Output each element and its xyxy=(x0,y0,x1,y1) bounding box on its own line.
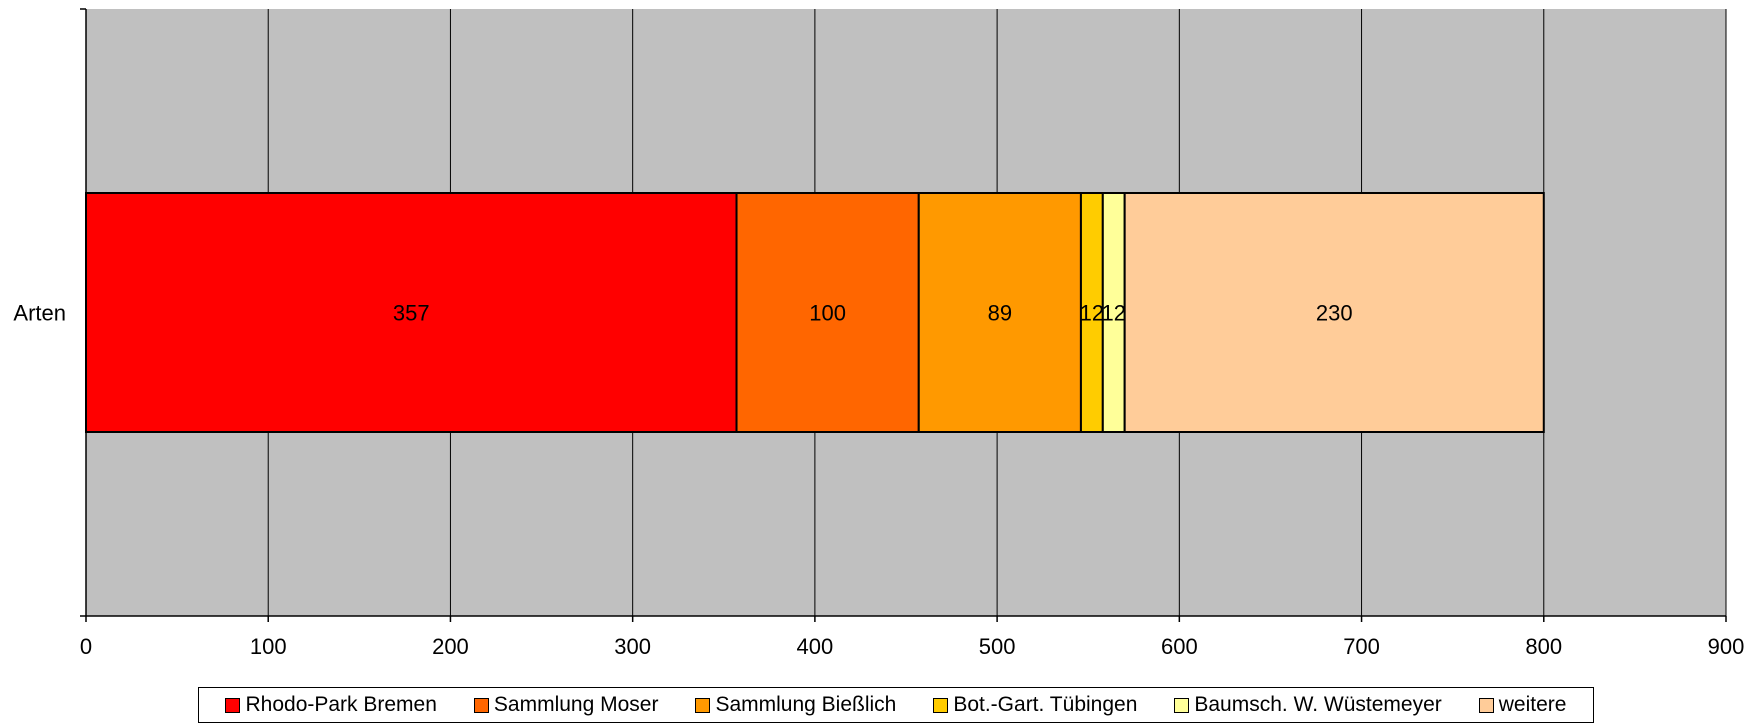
category-label: Arten xyxy=(13,301,66,326)
bar-segment-3 xyxy=(917,192,1082,433)
legend-swatch-3 xyxy=(695,697,711,713)
data-label-5: 12 xyxy=(1101,301,1125,326)
x-tick-label-100: 100 xyxy=(250,634,287,659)
data-label-3: 89 xyxy=(988,301,1012,326)
bar-segment-1 xyxy=(85,192,738,433)
x-tick-label-300: 300 xyxy=(614,634,651,659)
legend-label-1: Rhodo-Park Bremen xyxy=(245,693,437,716)
legend-label-3: Sammlung Bießlich xyxy=(715,693,897,716)
legend-swatch-4 xyxy=(933,697,949,713)
legend-item-1: Rhodo-Park Bremen xyxy=(225,693,437,717)
legend-swatch-5 xyxy=(1174,697,1190,713)
legend-swatch-6 xyxy=(1478,697,1494,713)
x-tick-label-600: 600 xyxy=(1161,634,1198,659)
x-tick-label-700: 700 xyxy=(1343,634,1380,659)
legend-label-4: Bot.-Gart. Tübingen xyxy=(953,693,1138,716)
x-tick-label-800: 800 xyxy=(1525,634,1562,659)
legend-label-6: weitere xyxy=(1498,693,1567,716)
legend-item-2: Sammlung Moser xyxy=(473,693,659,717)
legend-label-5: Baumsch. W. Wüstemeyer xyxy=(1194,693,1442,716)
bar-segment-2 xyxy=(735,192,920,433)
data-label-6: 230 xyxy=(1316,301,1353,326)
legend-item-6: weitere xyxy=(1478,693,1567,717)
bar-segment-6 xyxy=(1123,192,1545,433)
x-tick-label-500: 500 xyxy=(979,634,1016,659)
legend-item-4: Bot.-Gart. Tübingen xyxy=(933,693,1137,717)
x-tick-label-900: 900 xyxy=(1708,634,1745,659)
x-tick-label-0: 0 xyxy=(80,634,92,659)
legend-item-3: Sammlung Bießlich xyxy=(695,693,896,717)
x-tick-label-200: 200 xyxy=(432,634,469,659)
legend-item-5: Baumsch. W. Wüstemeyer xyxy=(1174,693,1442,717)
data-label-4: 12 xyxy=(1080,301,1104,326)
legend-label-2: Sammlung Moser xyxy=(493,693,659,716)
data-label-1: 357 xyxy=(393,301,430,326)
legend-swatch-2 xyxy=(473,697,489,713)
data-label-2: 100 xyxy=(809,301,846,326)
chart-legend: Rhodo-Park Bremen Sammlung Moser Sammlung … xyxy=(198,687,1594,723)
x-tick-label-400: 400 xyxy=(797,634,834,659)
legend-swatch-1 xyxy=(225,697,241,713)
